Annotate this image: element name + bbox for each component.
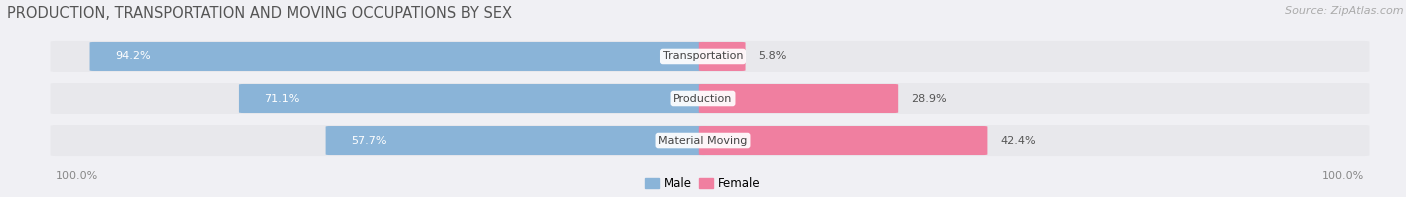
Text: 100.0%: 100.0% — [56, 171, 98, 181]
FancyBboxPatch shape — [326, 126, 707, 155]
Text: 100.0%: 100.0% — [1322, 171, 1364, 181]
Text: 57.7%: 57.7% — [352, 136, 387, 146]
Text: Material Moving: Material Moving — [658, 136, 748, 146]
FancyBboxPatch shape — [51, 83, 1369, 114]
FancyBboxPatch shape — [699, 42, 745, 71]
Text: 5.8%: 5.8% — [758, 51, 786, 61]
FancyBboxPatch shape — [90, 42, 707, 71]
Legend: Male, Female: Male, Female — [641, 173, 765, 195]
Text: 71.1%: 71.1% — [264, 94, 299, 103]
Text: Source: ZipAtlas.com: Source: ZipAtlas.com — [1285, 6, 1403, 16]
FancyBboxPatch shape — [239, 84, 707, 113]
FancyBboxPatch shape — [51, 41, 1369, 72]
Text: Production: Production — [673, 94, 733, 103]
FancyBboxPatch shape — [699, 126, 987, 155]
Text: Transportation: Transportation — [662, 51, 744, 61]
Text: 94.2%: 94.2% — [115, 51, 150, 61]
Text: PRODUCTION, TRANSPORTATION AND MOVING OCCUPATIONS BY SEX: PRODUCTION, TRANSPORTATION AND MOVING OC… — [7, 6, 512, 21]
FancyBboxPatch shape — [699, 84, 898, 113]
FancyBboxPatch shape — [51, 125, 1369, 156]
Text: 42.4%: 42.4% — [1000, 136, 1036, 146]
Text: 28.9%: 28.9% — [911, 94, 946, 103]
